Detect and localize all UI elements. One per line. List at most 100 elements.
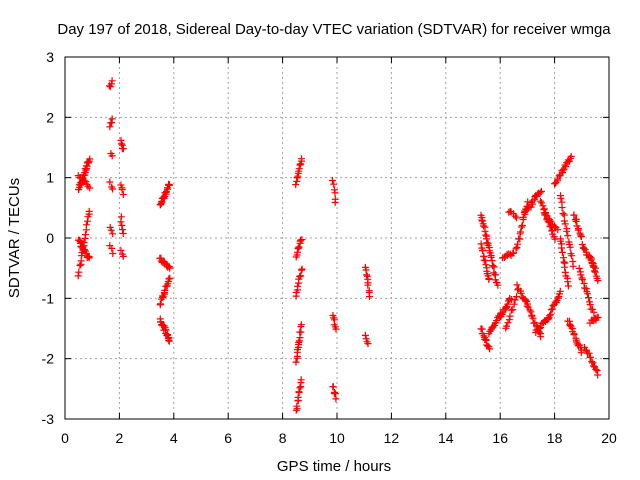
data-point xyxy=(485,275,493,283)
data-point xyxy=(80,239,88,246)
data-point xyxy=(588,358,596,366)
data-point xyxy=(106,178,114,186)
data-point xyxy=(580,244,588,252)
data-point xyxy=(591,268,599,276)
y-tick-label: 2 xyxy=(46,109,54,125)
x-tick-label: 12 xyxy=(384,430,400,446)
data-point xyxy=(298,265,306,273)
data-point xyxy=(298,236,306,244)
data-point xyxy=(519,213,527,221)
data-point xyxy=(294,282,301,290)
data-point xyxy=(563,227,571,235)
chart-title: Day 197 of 2018, Sidereal Day-to-day VTE… xyxy=(57,21,611,38)
data-point xyxy=(108,77,116,85)
data-point xyxy=(592,366,600,373)
data-point xyxy=(539,202,547,210)
x-tick-label: 10 xyxy=(329,430,345,446)
data-point xyxy=(578,241,586,248)
data-point xyxy=(480,222,487,230)
data-point xyxy=(547,310,555,318)
data-point xyxy=(119,230,127,237)
data-point xyxy=(575,264,583,272)
data-point xyxy=(590,267,598,275)
data-point xyxy=(556,287,564,295)
data-point xyxy=(518,223,526,231)
data-point xyxy=(546,312,554,320)
data-point xyxy=(361,331,369,339)
data-point xyxy=(537,197,544,205)
data-point xyxy=(295,389,303,396)
data-point xyxy=(572,217,580,225)
data-point xyxy=(362,335,370,343)
data-point xyxy=(589,359,597,367)
data-point xyxy=(570,330,578,338)
data-point xyxy=(332,395,340,403)
data-point xyxy=(511,212,519,220)
data-point xyxy=(166,274,174,282)
data-point xyxy=(586,353,594,361)
data-point xyxy=(161,286,169,294)
data-point xyxy=(561,268,569,276)
data-point xyxy=(566,243,574,251)
data-point xyxy=(364,281,372,289)
data-point xyxy=(119,145,127,153)
data-point xyxy=(118,186,126,194)
data-point xyxy=(590,263,598,271)
data-point xyxy=(74,272,82,280)
data-point xyxy=(506,312,514,320)
data-point xyxy=(546,216,554,224)
data-point xyxy=(538,199,546,207)
data-point xyxy=(558,244,565,252)
data-point xyxy=(504,300,512,308)
data-point xyxy=(582,285,590,293)
data-point xyxy=(514,240,522,248)
data-point xyxy=(82,231,89,239)
data-point xyxy=(106,123,114,131)
data-point xyxy=(510,300,518,308)
y-tick-label: 1 xyxy=(46,170,54,186)
data-point xyxy=(513,243,521,251)
data-point xyxy=(330,180,338,188)
data-point xyxy=(570,211,578,219)
data-point xyxy=(108,152,116,160)
x-tick-label: 18 xyxy=(547,430,563,446)
data-point xyxy=(527,308,535,316)
data-point xyxy=(107,80,115,88)
data-point xyxy=(165,275,173,283)
data-point xyxy=(536,189,544,197)
data-point xyxy=(574,226,582,234)
data-point xyxy=(297,321,305,329)
data-point xyxy=(366,293,373,301)
data-point xyxy=(108,244,116,252)
data-point xyxy=(109,230,117,238)
data-point xyxy=(109,250,117,257)
y-tick-label: 0 xyxy=(46,230,54,246)
data-point xyxy=(294,244,302,252)
data-point xyxy=(576,231,584,239)
data-point xyxy=(363,271,370,279)
data-point xyxy=(364,340,372,348)
data-point xyxy=(537,333,545,341)
data-point xyxy=(119,226,126,234)
data-point xyxy=(517,289,525,297)
data-point xyxy=(547,217,555,225)
data-point xyxy=(165,181,173,189)
data-point xyxy=(489,323,497,331)
data-point xyxy=(482,261,490,269)
y-axis-label: SDTVAR / TECUs xyxy=(6,178,23,298)
data-point xyxy=(481,257,489,265)
data-point xyxy=(577,349,585,357)
data-point xyxy=(328,177,336,184)
data-point xyxy=(585,294,592,302)
data-point xyxy=(82,221,90,229)
data-point xyxy=(513,281,521,289)
x-axis-label: GPS time / hours xyxy=(277,458,391,475)
data-point xyxy=(75,268,83,276)
data-point xyxy=(331,189,339,197)
data-point xyxy=(297,376,305,384)
data-point xyxy=(509,306,517,314)
data-point xyxy=(293,402,301,410)
data-point xyxy=(295,165,303,173)
data-point xyxy=(331,198,339,206)
data-point xyxy=(493,317,500,325)
